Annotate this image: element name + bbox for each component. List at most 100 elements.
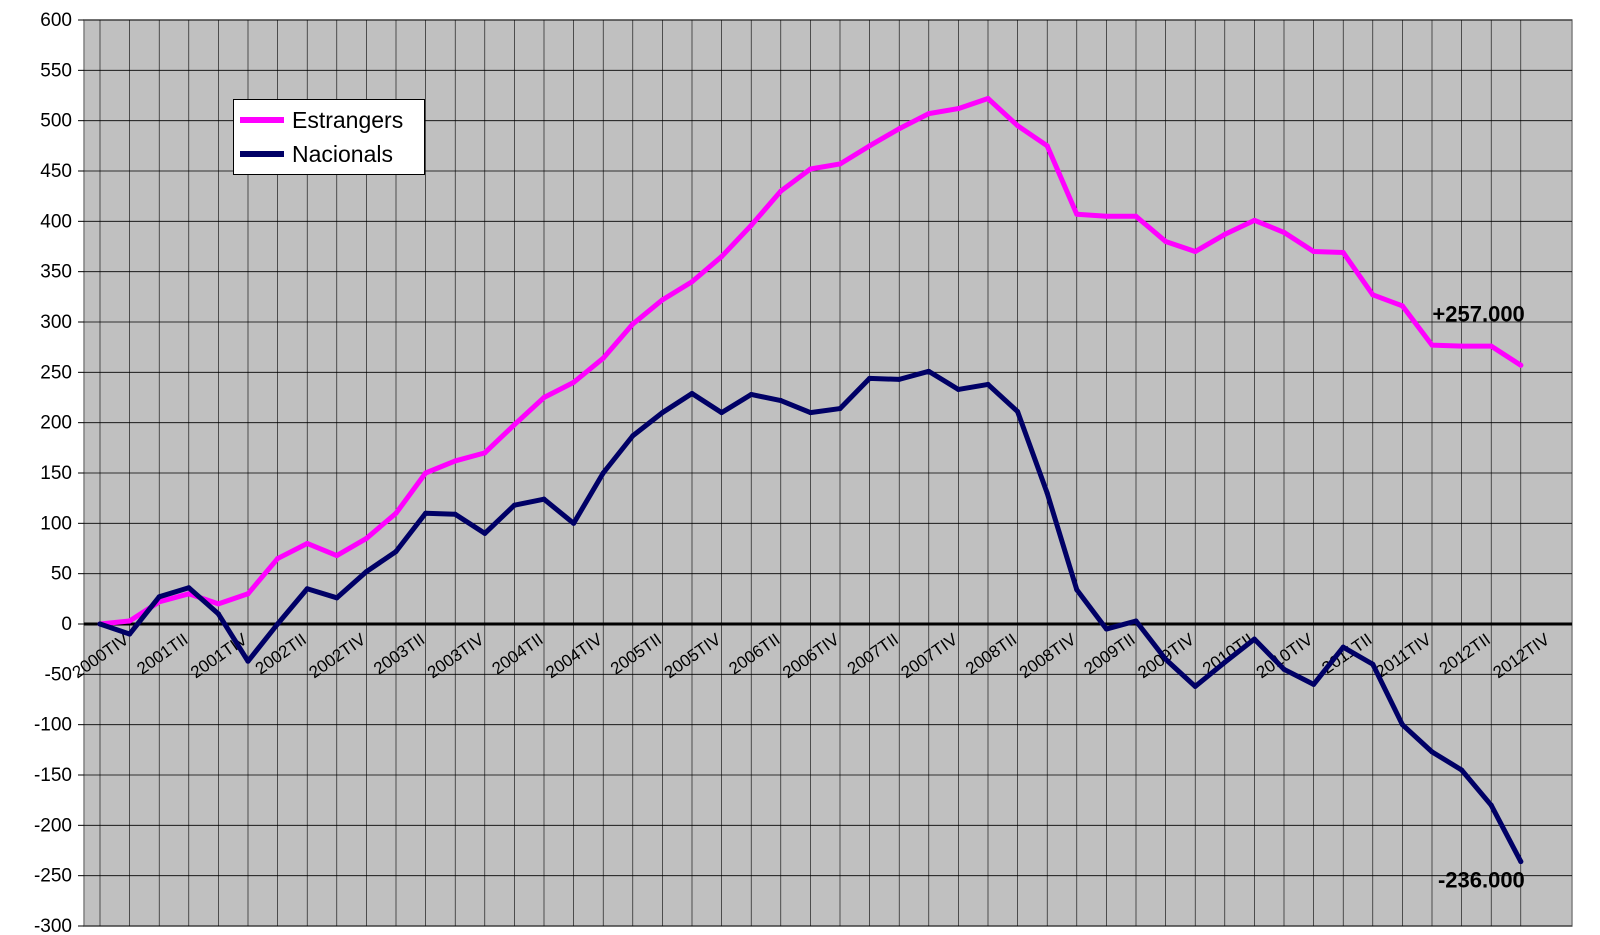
data-point-estrangers	[186, 591, 192, 597]
data-point-nacionals	[1311, 681, 1317, 687]
data-point-estrangers	[719, 254, 725, 260]
data-point-estrangers	[1015, 123, 1021, 129]
y-tick-label: 500	[40, 111, 72, 132]
data-point-nacionals	[1015, 409, 1021, 415]
y-tick-label: -50	[45, 664, 72, 685]
data-point-estrangers	[1311, 249, 1317, 255]
data-point-nacionals	[127, 631, 133, 637]
data-point-estrangers	[1044, 143, 1050, 149]
data-point-nacionals	[541, 496, 547, 502]
y-tick-label: 250	[40, 362, 72, 383]
y-tick-label: 400	[40, 211, 72, 232]
data-point-estrangers	[541, 395, 547, 400]
data-point-estrangers	[778, 188, 784, 194]
y-tick-label: -150	[34, 765, 72, 786]
data-point-nacionals	[1370, 661, 1376, 667]
data-point-nacionals	[837, 406, 843, 412]
y-tick-label: -250	[34, 866, 72, 887]
data-point-nacionals	[1518, 859, 1524, 865]
data-point-nacionals	[1192, 683, 1198, 689]
data-point-nacionals	[719, 410, 725, 416]
data-point-estrangers	[127, 618, 133, 624]
data-point-nacionals	[748, 391, 754, 397]
data-point-nacionals	[1163, 656, 1169, 662]
data-point-nacionals	[1103, 626, 1109, 632]
data-point-estrangers	[1133, 213, 1139, 219]
data-point-nacionals	[1074, 587, 1080, 593]
data-point-nacionals	[97, 621, 103, 627]
y-tick-label: 100	[40, 513, 72, 534]
data-point-estrangers	[867, 143, 873, 149]
y-tick-label: -300	[34, 916, 72, 935]
data-point-nacionals	[778, 398, 784, 404]
data-point-nacionals	[689, 390, 695, 396]
data-point-estrangers	[363, 535, 369, 541]
data-point-nacionals	[1251, 636, 1257, 642]
data-point-estrangers	[1222, 231, 1228, 237]
y-tick-label: 150	[40, 463, 72, 484]
data-point-nacionals	[1133, 618, 1139, 624]
data-point-estrangers	[1103, 213, 1109, 219]
data-point-nacionals	[452, 511, 458, 517]
y-tick-label: -100	[34, 715, 72, 736]
data-point-estrangers	[1488, 343, 1494, 349]
data-point-estrangers	[1459, 343, 1465, 349]
data-point-estrangers	[1399, 303, 1405, 309]
data-point-estrangers	[807, 166, 813, 172]
y-tick-label: 600	[40, 10, 72, 31]
data-point-nacionals	[1488, 802, 1494, 808]
data-point-nacionals	[1044, 490, 1050, 496]
annotation-label: -236.000	[1438, 868, 1525, 893]
data-point-nacionals	[304, 586, 310, 592]
data-point-estrangers	[393, 510, 399, 516]
data-point-nacionals	[482, 530, 488, 536]
data-point-nacionals	[659, 410, 665, 416]
y-tick-label: 450	[40, 161, 72, 182]
data-point-nacionals	[245, 658, 251, 664]
data-point-estrangers	[926, 111, 932, 117]
legend-swatch-estrangers	[240, 117, 284, 123]
legend-swatch-nacionals	[240, 151, 284, 157]
y-tick-label: 300	[40, 312, 72, 333]
data-point-nacionals	[215, 611, 221, 617]
data-point-estrangers	[1163, 238, 1169, 244]
data-point-estrangers	[482, 450, 488, 456]
data-point-estrangers	[985, 96, 991, 102]
data-point-estrangers	[1370, 292, 1376, 298]
data-point-nacionals	[156, 594, 162, 600]
data-point-nacionals	[275, 621, 281, 627]
data-point-estrangers	[748, 222, 754, 228]
data-point-nacionals	[1459, 767, 1465, 773]
data-point-nacionals	[867, 375, 873, 381]
y-tick-label: -200	[34, 815, 72, 836]
data-point-nacionals	[1399, 722, 1405, 728]
legend-item-estrangers: Estrangers	[240, 104, 403, 136]
data-point-estrangers	[837, 161, 843, 167]
data-point-estrangers	[1518, 362, 1524, 368]
data-point-nacionals	[334, 595, 340, 601]
data-point-estrangers	[215, 601, 221, 607]
data-point-estrangers	[1340, 250, 1346, 256]
data-point-nacionals	[985, 381, 991, 387]
data-point-nacionals	[186, 585, 192, 591]
data-point-nacionals	[1340, 644, 1346, 650]
y-tick-label: 550	[40, 60, 72, 81]
data-point-nacionals	[1429, 749, 1435, 755]
data-point-estrangers	[423, 470, 429, 476]
data-point-estrangers	[1281, 229, 1287, 235]
data-point-nacionals	[571, 520, 577, 526]
chart-legend: Estrangers Nacionals	[233, 99, 425, 175]
data-point-nacionals	[926, 368, 932, 374]
data-point-estrangers	[689, 279, 695, 285]
data-point-estrangers	[571, 379, 577, 385]
data-point-estrangers	[275, 556, 281, 562]
data-point-nacionals	[423, 510, 429, 516]
data-point-estrangers	[511, 422, 517, 428]
data-point-estrangers	[659, 297, 665, 303]
legend-label-nacionals: Nacionals	[292, 140, 393, 167]
data-point-estrangers	[1429, 342, 1435, 348]
data-point-nacionals	[955, 386, 961, 392]
data-point-estrangers	[304, 540, 310, 546]
data-point-nacionals	[630, 433, 636, 439]
